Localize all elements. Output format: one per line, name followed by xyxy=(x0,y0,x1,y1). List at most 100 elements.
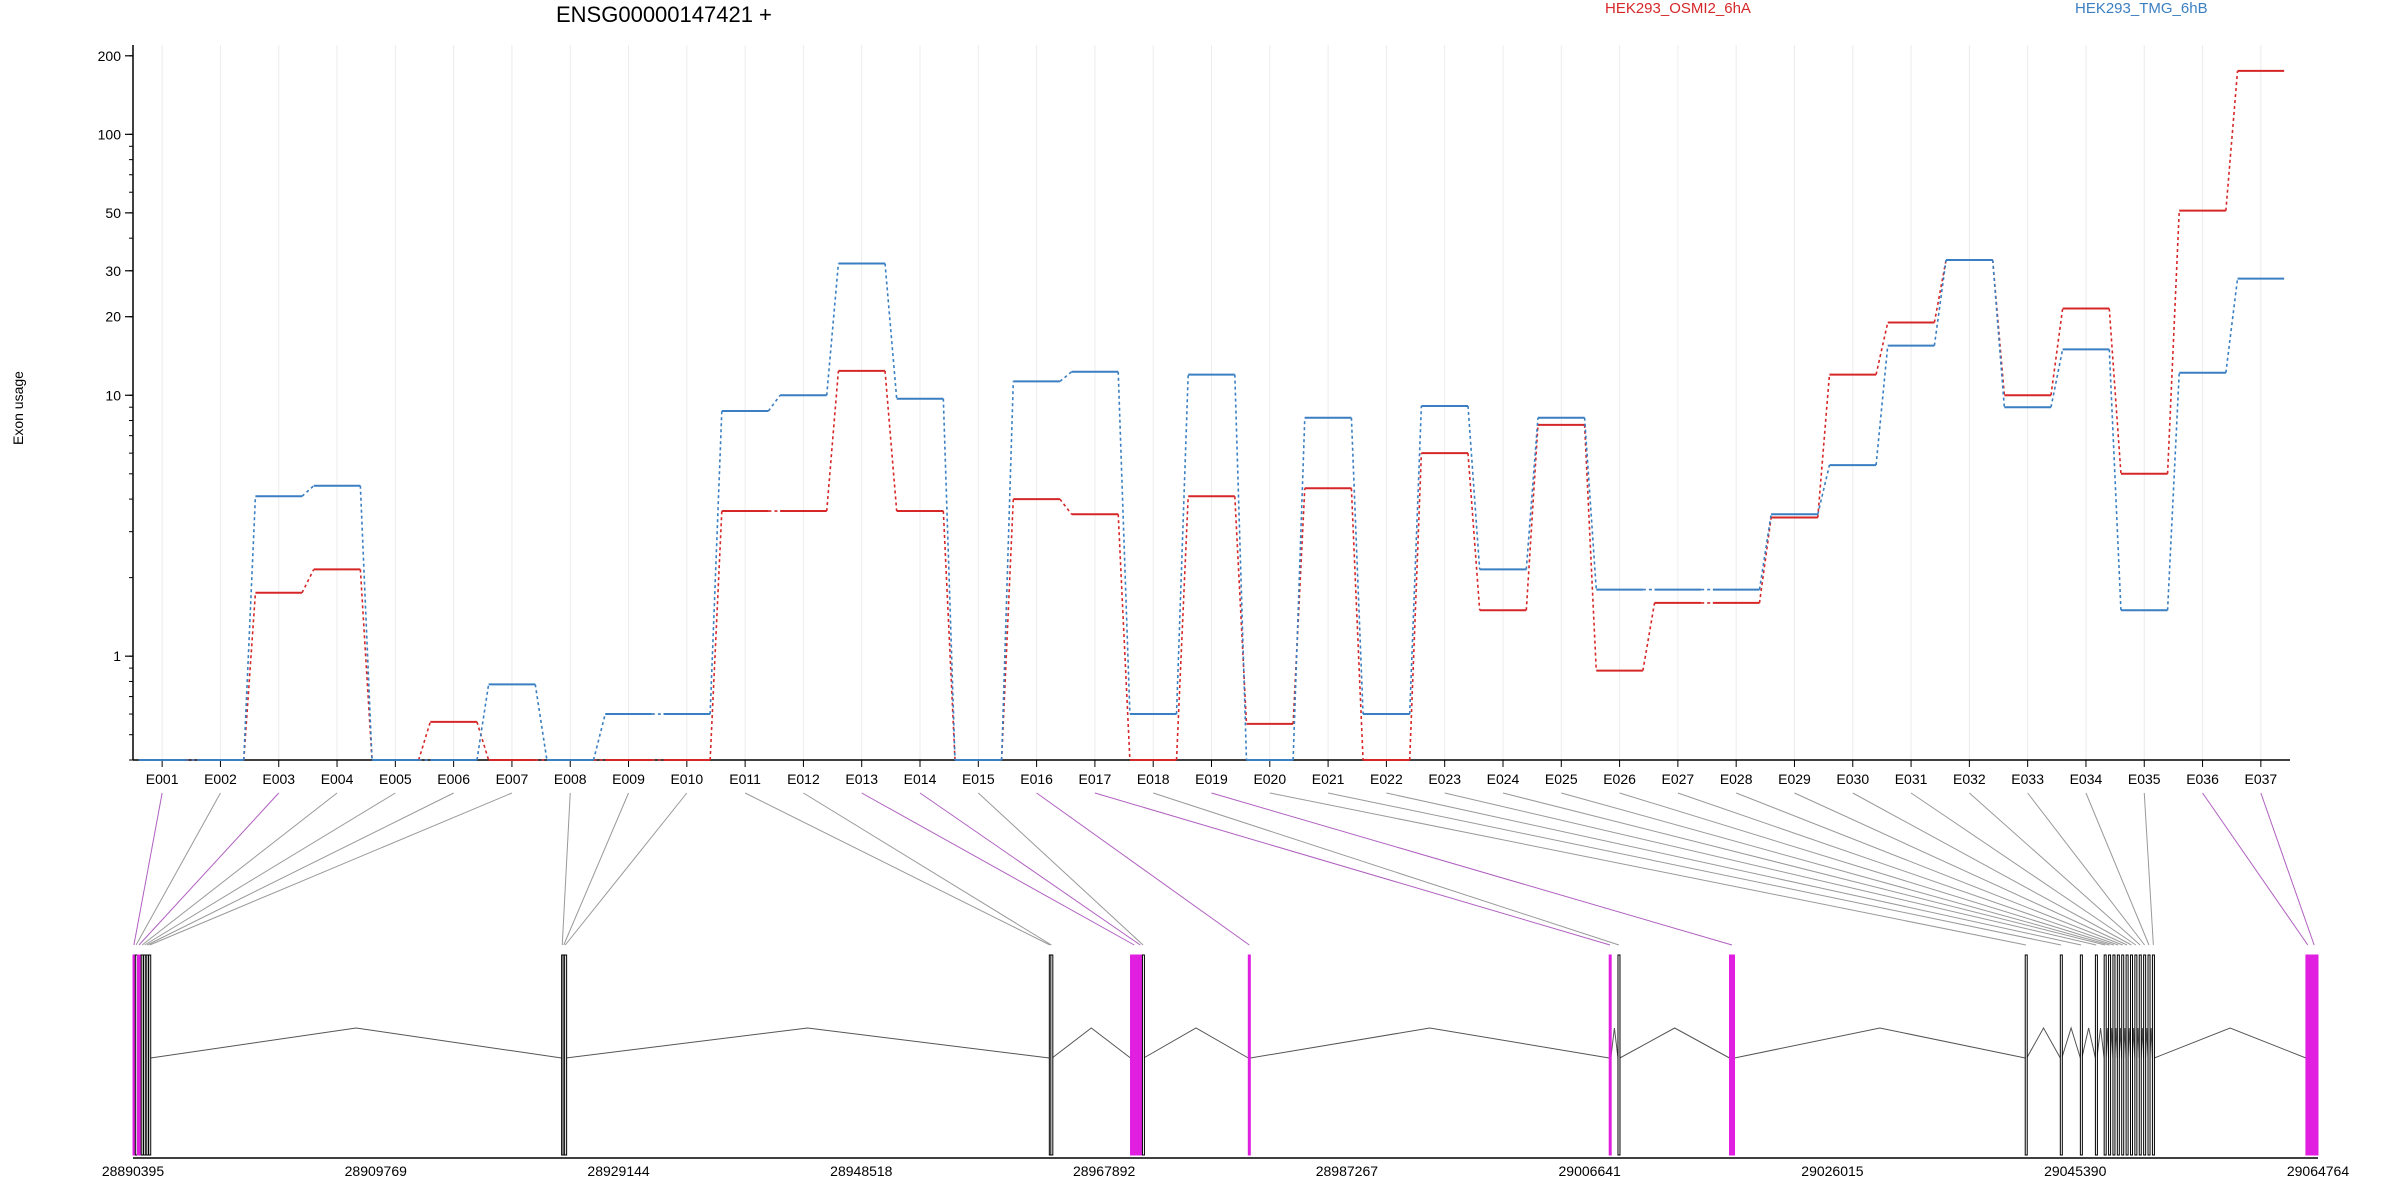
exon-box xyxy=(2094,954,2098,1156)
exon-box xyxy=(2143,954,2147,1156)
x-tick-label: E010 xyxy=(670,771,703,787)
intron-line xyxy=(1143,1027,1249,1059)
x-tick-label: E029 xyxy=(1778,771,1811,787)
x-tick-label: E018 xyxy=(1137,771,1170,787)
connector-e033 xyxy=(2027,792,2145,946)
y-tick-label: 100 xyxy=(98,126,122,142)
series-connector xyxy=(825,370,840,512)
exon-box xyxy=(564,954,568,1156)
series-connector xyxy=(1817,464,1831,515)
connector-e015 xyxy=(977,792,1144,946)
x-tick-label: E003 xyxy=(262,771,295,787)
series-connector xyxy=(1234,374,1248,761)
series-connector xyxy=(1350,417,1364,715)
exon-box xyxy=(1617,954,1621,1156)
connector-e027 xyxy=(1677,792,2119,946)
series-connector xyxy=(301,569,315,594)
exon-box xyxy=(2112,954,2116,1156)
intron-line xyxy=(565,1027,1050,1059)
x-tick-label: E014 xyxy=(904,771,937,787)
exon-box xyxy=(1130,954,1139,1156)
series-connector xyxy=(359,569,373,761)
series-connector xyxy=(1525,417,1539,570)
intron-line xyxy=(1610,1027,1619,1059)
exon-box xyxy=(1050,954,1054,1156)
series-connector xyxy=(1991,259,2006,408)
x-axis: E001 E002 E003 E004 E005 E006 E007 E008 E009 E010… xyxy=(133,759,2290,787)
y-tick-label: 200 xyxy=(98,48,122,64)
connector-e007 xyxy=(149,792,513,946)
series-connector xyxy=(2166,210,2181,474)
x-tick-label: E005 xyxy=(379,771,412,787)
coordinate-tick-label: 28987267 xyxy=(1316,1163,1379,1179)
grid-lines xyxy=(161,45,2262,760)
exon-box xyxy=(148,954,152,1156)
exon-box xyxy=(2147,954,2151,1156)
y-tick-label: 30 xyxy=(105,263,121,279)
legend-series-osmi: HEK293_OSMI2_6hA xyxy=(1605,0,1751,17)
series-connector xyxy=(242,496,257,761)
intron-line xyxy=(150,1027,562,1059)
x-tick-label: E017 xyxy=(1079,771,1112,787)
x-tick-label: E001 xyxy=(146,771,179,787)
series-connector xyxy=(1000,381,1015,761)
series-connector xyxy=(1117,371,1131,715)
series-connector xyxy=(2166,372,2181,611)
connector-e014 xyxy=(919,792,1141,946)
x-tick-label: E002 xyxy=(204,771,237,787)
connector-e021 xyxy=(1327,792,2062,946)
series-connector xyxy=(2108,349,2122,611)
series-connector xyxy=(1875,345,1889,466)
series-connector xyxy=(1000,499,1015,761)
intron-line xyxy=(2026,1026,2061,1059)
exon-box xyxy=(1141,954,1145,1156)
x-tick-label: E016 xyxy=(1020,771,1053,787)
y-tick-label: 20 xyxy=(105,309,121,325)
series-connector xyxy=(1408,453,1423,761)
coordinate-tick-label: 28929144 xyxy=(587,1163,650,1179)
connector-e035 xyxy=(2143,792,2154,946)
exon-box xyxy=(1138,954,1143,1156)
exon-box xyxy=(2116,954,2120,1156)
series-connector xyxy=(1175,374,1189,715)
connector-e001 xyxy=(133,792,163,946)
exon-box xyxy=(2134,954,2138,1156)
series-connector xyxy=(2108,308,2122,474)
y-axis: 1 10 20 30 50 100 200 xyxy=(98,45,134,761)
connector-e011 xyxy=(744,792,1051,946)
connector-e031 xyxy=(1910,792,2137,946)
connector-e022 xyxy=(1386,792,2082,946)
exon-box xyxy=(2108,954,2112,1156)
gene-model xyxy=(132,954,2319,1156)
series-connector xyxy=(1292,417,1306,761)
series-connector xyxy=(1467,405,1481,570)
x-tick-label: E026 xyxy=(1603,771,1636,787)
exon-connectors xyxy=(133,792,2315,946)
exon-box xyxy=(2121,954,2125,1156)
x-tick-label: E009 xyxy=(612,771,645,787)
coordinate-tick-label: 29026015 xyxy=(1801,1163,1864,1179)
exon-box xyxy=(2138,954,2142,1156)
x-tick-label: E024 xyxy=(1487,771,1520,787)
series-connector xyxy=(301,485,315,497)
series-connector xyxy=(1933,259,1947,346)
series-connector xyxy=(1350,488,1364,761)
series-connector xyxy=(2050,349,2064,408)
y-tick-label: 50 xyxy=(105,205,121,221)
intron-line xyxy=(1734,1027,2026,1059)
x-tick-label: E032 xyxy=(1953,771,1986,787)
exon-box xyxy=(1728,954,1736,1156)
intron-line xyxy=(1051,1027,1131,1059)
x-tick-label: E015 xyxy=(962,771,995,787)
series-connector xyxy=(1758,514,1772,590)
series-connector xyxy=(709,510,723,761)
connector-e025 xyxy=(1561,792,2110,946)
coordinate-tick-label: 29045390 xyxy=(2044,1163,2107,1179)
x-tick-label: E012 xyxy=(787,771,820,787)
exon-box xyxy=(2309,954,2319,1156)
exon-box xyxy=(143,954,147,1156)
connector-e037 xyxy=(2260,792,2315,946)
exon-box xyxy=(1608,954,1612,1156)
series-connector xyxy=(942,398,956,761)
connector-e008 xyxy=(561,792,571,946)
